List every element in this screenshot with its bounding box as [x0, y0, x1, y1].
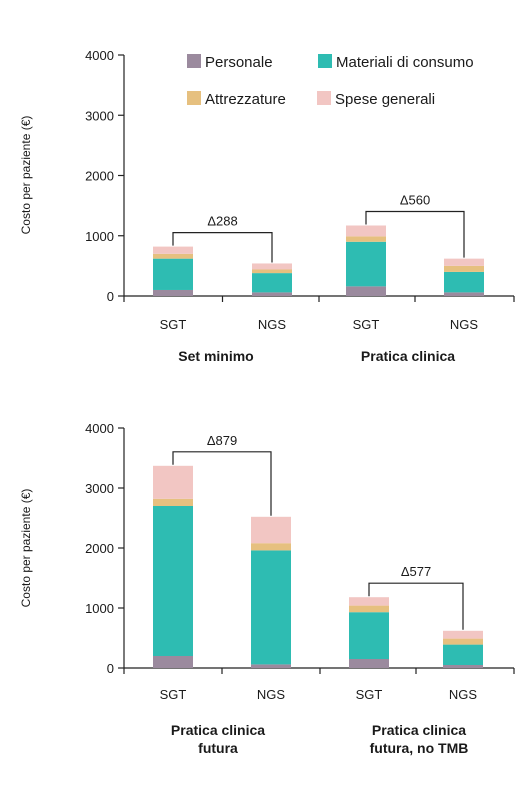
category-label: SGT [160, 317, 187, 332]
bar-segment [443, 630, 483, 639]
bar-segment [444, 292, 484, 296]
category-label: NGS [257, 687, 286, 702]
group-label: Pratica clinica [361, 348, 455, 364]
group-label-line: Set minimo [178, 348, 253, 364]
legend: Personale Materiali di consumo Attrezzatur… [187, 54, 474, 108]
bar-segment [252, 263, 292, 270]
category-label: NGS [258, 317, 287, 332]
group-label-line: Pratica clinica [171, 722, 265, 738]
legend-swatch [318, 54, 332, 68]
bar-segment [349, 605, 389, 613]
bar-segment [251, 664, 291, 668]
y-tick-label: 0 [107, 661, 114, 676]
legend-label: Spese generali [335, 91, 435, 108]
delta-label: Δ879 [207, 433, 237, 448]
delta-label: Δ577 [401, 564, 431, 579]
delta-bracket [365, 210, 465, 258]
group-label-line: Pratica clinica [372, 722, 466, 738]
bar-segment [444, 258, 484, 266]
bar-segment [252, 292, 292, 296]
delta-bracket [172, 451, 272, 516]
y-tick-label: 3000 [85, 108, 114, 123]
legend-swatch [317, 91, 331, 105]
group-label-line: Pratica clinica [361, 348, 455, 364]
delta-label: Δ288 [207, 214, 237, 229]
bar-segment [346, 286, 386, 296]
bar-segment [251, 550, 291, 665]
chart-bottom: 0 1000 2000 3000 4000 Costo per paziente (€) S… [19, 421, 515, 756]
bar-segment [153, 506, 193, 656]
bar-segment [349, 659, 389, 668]
bar-segment [153, 465, 193, 499]
bar-segment [251, 543, 291, 551]
bar-segment [444, 271, 484, 293]
category-label: NGS [450, 317, 479, 332]
y-tick-label: 0 [107, 289, 114, 304]
bar-segment [349, 597, 389, 606]
chart-top: 0 1000 2000 3000 4000 Costo per paziente (€) S… [19, 48, 515, 364]
delta-bracket [172, 231, 273, 263]
y-tick-label: 3000 [85, 481, 114, 496]
bar-segment [443, 644, 483, 665]
y-tick-label: 1000 [85, 601, 114, 616]
bar-segment [443, 638, 483, 645]
bar-segment [443, 665, 483, 668]
group-label-line: futura, no TMB [370, 740, 469, 756]
category-label: NGS [449, 687, 478, 702]
legend-swatch [187, 91, 201, 105]
group-label: Pratica clinica futura [171, 722, 265, 756]
bar-segment [349, 612, 389, 659]
bar-segment [252, 269, 292, 274]
bar-segment [153, 498, 193, 506]
y-axis-label: Costo per paziente (€) [19, 489, 33, 608]
category-label: SGT [160, 687, 187, 702]
bar-segment [346, 236, 386, 242]
bar-segment [153, 253, 193, 259]
bar-segment [251, 516, 291, 544]
y-tick-label: 4000 [85, 48, 114, 63]
bar-segment [252, 273, 292, 293]
group-label: Set minimo [178, 348, 253, 364]
y-tick-label: 2000 [85, 541, 114, 556]
category-label: SGT [353, 317, 380, 332]
legend-label: Attrezzature [205, 91, 286, 108]
bar-segment [346, 225, 386, 237]
bar-segment [153, 656, 193, 668]
legend-label: Personale [205, 54, 273, 71]
legend-swatch [187, 54, 201, 68]
delta-bracket [368, 582, 464, 630]
legend-label: Materiali di consumo [336, 54, 474, 71]
group-label: Pratica clinica futura, no TMB [370, 722, 469, 756]
bar-segment [444, 265, 484, 272]
bar-segment [153, 258, 193, 290]
delta-label: Δ560 [400, 193, 430, 208]
bar-segment [153, 289, 193, 296]
y-tick-label: 4000 [85, 421, 114, 436]
y-tick-label: 2000 [85, 169, 114, 184]
group-label-line: futura [198, 740, 238, 756]
bar-segment [153, 246, 193, 254]
y-axis-label: Costo per paziente (€) [19, 116, 33, 235]
category-label: SGT [356, 687, 383, 702]
bar-segment [346, 241, 386, 287]
y-tick-label: 1000 [85, 229, 114, 244]
